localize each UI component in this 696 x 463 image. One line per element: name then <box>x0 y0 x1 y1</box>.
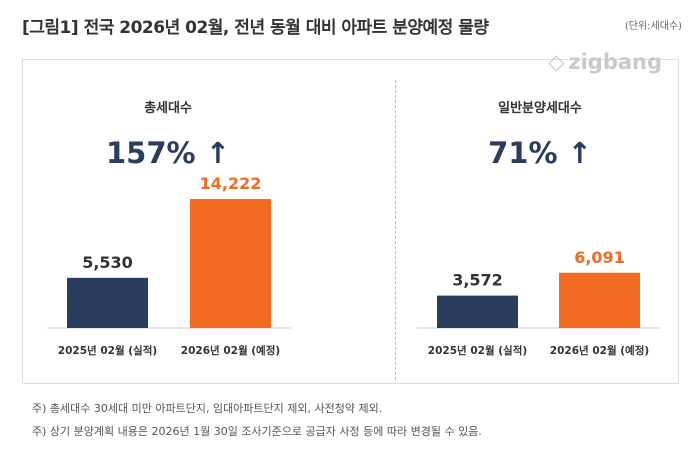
unit-label: (단위:세대수) <box>624 21 682 32</box>
chart-frame <box>22 59 679 384</box>
data-label: 14,222 <box>200 174 262 193</box>
category-label: 2026년 02월 (예정) <box>181 344 280 357</box>
category-label: 2025년 02월 (실적) <box>428 344 527 357</box>
change-total: 157% ↑ <box>106 136 230 170</box>
bar <box>559 272 640 328</box>
logo-text: zigbang <box>568 50 662 74</box>
bar <box>190 199 271 328</box>
category-label: 2025년 02월 (실적) <box>58 344 157 357</box>
chart-title: [그림1] 전국 2026년 02월, 전년 동월 대비 아파트 분양예정 물량 <box>22 18 489 38</box>
data-label: 3,572 <box>452 271 503 290</box>
category-label: 2026년 02월 (예정) <box>550 344 649 357</box>
footnote-1: 주) 총세대수 30세대 미만 아파트단지, 임대아파트단지 제외, 사전청약 … <box>32 402 383 415</box>
panel-title-general: 일반분양세대수 <box>498 101 582 116</box>
change-general: 71% ↑ <box>488 136 592 170</box>
footnote-2: 주) 상기 분양계획 내용은 2026년 1월 30일 조사기준으로 공급자 사… <box>32 425 482 438</box>
panel-divider <box>395 80 396 380</box>
bar <box>67 277 148 328</box>
bar <box>437 295 518 328</box>
logo-icon: ◇ <box>548 50 565 74</box>
data-label: 6,091 <box>574 248 625 267</box>
data-label: 5,530 <box>82 253 133 272</box>
panel-title-total: 총세대수 <box>144 101 192 116</box>
zigbang-logo: ◇ zigbang <box>548 50 662 74</box>
